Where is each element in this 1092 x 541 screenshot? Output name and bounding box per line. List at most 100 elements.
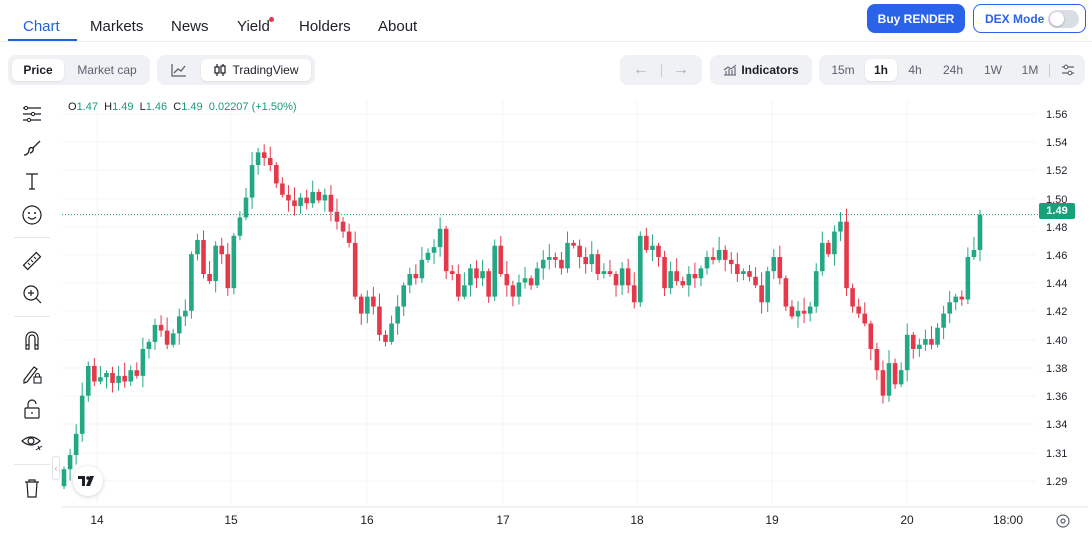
x-tick-label: 18 (630, 513, 644, 527)
candle-body (826, 242, 831, 255)
x-tick-label: 15 (224, 513, 238, 527)
candle-body (219, 245, 225, 255)
candle-body (801, 310, 807, 314)
line-chart-button[interactable] (161, 59, 197, 81)
candle-body (413, 274, 419, 279)
candle-body (553, 257, 558, 260)
candle-body (286, 194, 291, 201)
candle-body (61, 469, 67, 487)
history-nav: ← → (620, 55, 702, 85)
interval-switch: 15m 1h 4h 24h 1W 1M (819, 55, 1085, 85)
interval-1h[interactable]: 1h (865, 59, 897, 81)
candle-body (807, 306, 813, 314)
candle-body (680, 281, 686, 286)
candle-body (625, 268, 631, 286)
zoom-in-icon[interactable] (20, 282, 44, 306)
emoji-icon[interactable] (20, 203, 44, 227)
line-chart-icon (171, 64, 186, 77)
brush-icon[interactable] (20, 136, 44, 160)
candle-body (140, 348, 146, 376)
low-value: 1.46 (145, 101, 168, 113)
candle-body (231, 235, 237, 289)
toggle-switch[interactable] (1048, 10, 1079, 28)
candle-body (977, 214, 983, 250)
tab-about[interactable]: About (378, 18, 418, 35)
candle-body (352, 242, 358, 297)
candle-body (880, 370, 886, 396)
indicators-button[interactable]: Indicators (714, 59, 808, 81)
candle-body (722, 249, 728, 260)
trash-icon[interactable] (20, 476, 44, 500)
candle-body (419, 259, 425, 279)
candle-body (462, 285, 467, 297)
arrow-right-icon: → (673, 61, 689, 78)
candle-body (225, 254, 231, 289)
candle-body (304, 197, 309, 204)
interval-1m[interactable]: 1M (1021, 63, 1039, 77)
tradingview-button[interactable]: TradingView (201, 59, 311, 81)
candle-body (728, 259, 734, 265)
tab-chart[interactable]: Chart (23, 18, 60, 35)
sliders-icon (1062, 64, 1074, 76)
undo-button[interactable]: ← (626, 59, 656, 81)
candle-body (243, 197, 249, 218)
candle-body (577, 245, 582, 258)
candle-body (401, 285, 407, 307)
candle-body (607, 271, 613, 274)
dex-mode-toggle[interactable]: DEX Mode (973, 4, 1086, 33)
magnet-icon[interactable] (20, 328, 44, 352)
candle-body (516, 282, 522, 297)
candle-body (116, 375, 121, 383)
text-icon[interactable] (20, 169, 44, 193)
chart-settings-button[interactable] (1055, 59, 1081, 81)
y-tick-label: 1.52 (1046, 165, 1067, 177)
ruler-icon[interactable] (20, 249, 44, 273)
candle-body (522, 278, 528, 283)
candle-body (741, 271, 746, 274)
candle-body (953, 296, 959, 303)
candle-body (201, 240, 206, 274)
candle-body (571, 242, 576, 246)
crosshair-lines-icon[interactable] (20, 102, 44, 126)
collapse-rail-button[interactable]: ‹ (52, 456, 60, 480)
tab-news[interactable]: News (171, 18, 209, 35)
interval-1w[interactable]: 1W (984, 63, 1002, 77)
price-button[interactable]: Price (12, 59, 64, 81)
high-value: 1.49 (112, 101, 134, 113)
candle-body (668, 271, 673, 289)
candle-body (935, 327, 940, 345)
auto-scale-button[interactable] (1054, 512, 1072, 530)
interval-4h[interactable]: 4h (908, 63, 922, 77)
market-cap-button[interactable]: Market cap (77, 63, 137, 77)
candle-body (892, 363, 898, 385)
candle-body (850, 288, 855, 307)
candle-body (528, 278, 534, 286)
interval-24h[interactable]: 24h (942, 63, 964, 77)
unlock-icon[interactable] (20, 397, 44, 421)
y-tick-label: 1.40 (1046, 335, 1067, 347)
candle-body (274, 165, 279, 184)
candle-body (261, 152, 267, 158)
candle-body (449, 271, 455, 274)
indicators-label: Indicators (741, 63, 799, 77)
tab-yield[interactable]: Yield (237, 18, 270, 35)
redo-button[interactable]: → (666, 59, 696, 81)
price-mode-switch: Price Market cap (8, 55, 150, 85)
change-value: 0.02207 (+1.50%) (208, 101, 297, 113)
interval-15m[interactable]: 15m (831, 63, 855, 77)
tradingview-logo[interactable] (73, 466, 103, 496)
candle-body (213, 245, 218, 282)
tab-holders[interactable]: Holders (299, 18, 351, 35)
x-tick-label: 17 (496, 513, 510, 527)
candle-body (917, 344, 922, 349)
candle-body (358, 296, 364, 314)
candle-body (686, 274, 692, 286)
eye-icon[interactable] (20, 430, 44, 454)
tab-markets[interactable]: Markets (90, 18, 144, 35)
candle-body (704, 257, 710, 269)
candle-body (371, 296, 376, 307)
candle-body (735, 264, 740, 274)
lock-pencil-icon[interactable] (20, 362, 44, 386)
candle-body (310, 191, 316, 204)
buy-button[interactable]: Buy RENDER (867, 4, 965, 33)
